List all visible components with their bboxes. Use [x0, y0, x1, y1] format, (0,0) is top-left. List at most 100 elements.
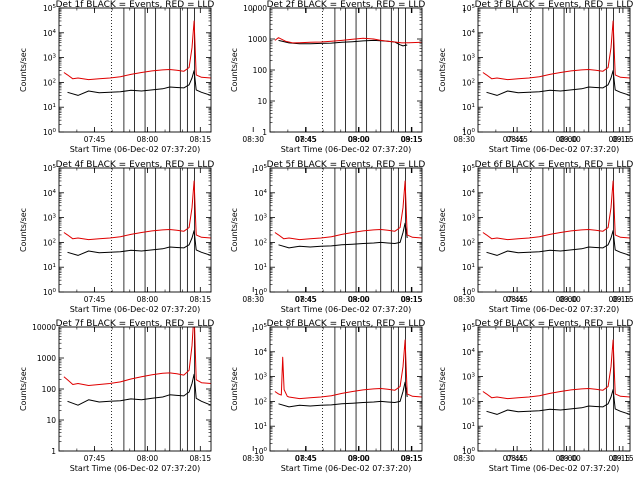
- y-tick-label: 105: [254, 323, 268, 332]
- x-tick-label: 08:30: [453, 135, 475, 144]
- y-tick-label: 101: [43, 263, 56, 272]
- y-tick-label: 10000: [243, 4, 267, 13]
- x-tick-label: 08:00: [137, 295, 159, 304]
- x-tick-label: 09:15: [401, 295, 423, 304]
- x-axis-label: Start Time (06-Dec-02 07:37:20): [489, 305, 620, 314]
- y-tick-label: 100: [253, 66, 268, 75]
- x-tick-label: 08:45: [295, 454, 317, 463]
- lld-series-line: [274, 180, 422, 241]
- plot-frame: [58, 167, 212, 293]
- x-tick-label: 08:45: [295, 135, 317, 144]
- y-tick-label: 104: [43, 189, 57, 198]
- y-tick-label: 10: [46, 416, 56, 425]
- y-tick-label: 103: [462, 54, 476, 63]
- y-axis-label: Counts/sec: [230, 48, 239, 92]
- y-tick-label: 103: [254, 373, 268, 382]
- chart-panel: Det 7f BLACK = Events, RED = LLD 1 10 100 10…: [19, 319, 423, 473]
- lld-series-line: [274, 37, 422, 44]
- y-tick-label: 105: [462, 323, 476, 332]
- y-tick-label: 104: [254, 348, 268, 357]
- x-tick-label: 08:00: [348, 454, 370, 463]
- y-tick-label: 101: [462, 422, 475, 431]
- x-tick-label: 09:00: [559, 454, 581, 463]
- y-axis-label: Counts/sec: [19, 48, 28, 92]
- x-tick-label: 07:45: [503, 454, 525, 463]
- chart-title: Det 6f BLACK = Events, RED = LLD: [475, 160, 634, 170]
- x-axis-label: Start Time (06-Dec-02 07:37:20): [281, 145, 412, 154]
- series-group: [482, 20, 630, 96]
- x-tick-label: 08:45: [506, 454, 528, 463]
- y-tick-label: 10000: [32, 323, 56, 332]
- x-tick-label: 07:45: [84, 454, 106, 463]
- x-tick-label: 08:15: [401, 135, 423, 144]
- series-group: [274, 339, 422, 408]
- chart-panel: Det 9f BLACK = Events, RED = LLD 100 101 10…: [438, 319, 633, 473]
- y-tick-label: 104: [254, 189, 268, 198]
- y-tick-label: 1000: [37, 354, 56, 363]
- x-tick-label: 09:15: [612, 135, 634, 144]
- series-group: [274, 180, 422, 249]
- y-tick-label: 103: [462, 373, 476, 382]
- events-series-line: [486, 230, 630, 256]
- y-tick-label: 105: [43, 164, 57, 173]
- y-axis-label: Counts/sec: [230, 367, 239, 411]
- lld-series-line: [482, 339, 630, 400]
- y-tick-label: 103: [462, 214, 476, 223]
- events-series-line: [67, 70, 211, 96]
- x-tick-label: 09:15: [401, 135, 423, 144]
- series-group: [482, 339, 630, 415]
- plot-frame: [269, 326, 423, 452]
- chart-title: Det 1f BLACK = Events, RED = LLD: [56, 0, 215, 10]
- x-tick-label: 09:00: [348, 454, 370, 463]
- chart-panel: Det 3f BLACK = Events, RED = LLD 100 101 10…: [438, 0, 634, 154]
- y-axis-label: Counts/sec: [19, 367, 28, 411]
- x-tick-label: 07:45: [503, 295, 525, 304]
- y-tick-label: 102: [43, 238, 56, 247]
- x-tick-label: 08:15: [401, 454, 423, 463]
- chart-title: Det 3f BLACK = Events, RED = LLD: [475, 0, 634, 10]
- x-tick-label: 08:00: [137, 135, 159, 144]
- y-tick-label: 100: [43, 128, 57, 137]
- y-tick-label: 105: [462, 164, 476, 173]
- y-tick-label: 100: [43, 288, 57, 297]
- x-axis-label: Start Time (06-Dec-02 07:37:20): [70, 145, 201, 154]
- x-axis-label: Start Time (06-Dec-02 07:37:20): [489, 464, 620, 473]
- x-tick-label: 08:00: [137, 454, 159, 463]
- x-tick-label: 07:45: [295, 454, 317, 463]
- x-tick-label: 08:15: [190, 454, 212, 463]
- y-axis-label: Counts/sec: [438, 48, 447, 92]
- x-tick-label: 08:15: [190, 135, 212, 144]
- x-tick-label: 08:30: [242, 295, 264, 304]
- y-tick-label: 100: [462, 447, 476, 456]
- x-tick-label: 08:30: [242, 135, 264, 144]
- x-tick-label: 08:15: [609, 135, 631, 144]
- y-tick-label: 101: [43, 103, 56, 112]
- x-tick-label: 07:45: [84, 135, 106, 144]
- x-tick-label: 09:00: [559, 295, 581, 304]
- x-tick-label: 08:00: [556, 135, 578, 144]
- y-tick-label: 104: [43, 29, 57, 38]
- y-tick-label: 104: [462, 189, 476, 198]
- series-group: [482, 180, 630, 256]
- x-axis-label: Start Time (06-Dec-02 07:37:20): [489, 145, 620, 154]
- x-axis-label: Start Time (06-Dec-02 07:37:20): [70, 464, 201, 473]
- y-tick-label: 1000: [248, 35, 267, 44]
- x-tick-label: 09:15: [612, 295, 634, 304]
- x-tick-label: 09:00: [348, 135, 370, 144]
- y-tick-label: 101: [462, 103, 475, 112]
- x-tick-label: 07:45: [503, 135, 525, 144]
- x-tick-label: 08:00: [348, 135, 370, 144]
- y-axis-label: Counts/sec: [19, 208, 28, 252]
- plot-frame: [58, 326, 212, 452]
- y-tick-label: 105: [43, 4, 57, 13]
- x-tick-label: 08:15: [401, 295, 423, 304]
- chart-panel: Det 5f BLACK = Events, RED = LLD 100 101 10…: [230, 160, 634, 314]
- chart-title: Det 5f BLACK = Events, RED = LLD: [267, 160, 426, 170]
- y-tick-label: 100: [254, 447, 268, 456]
- x-tick-label: 08:15: [609, 454, 631, 463]
- chart-title: Det 7f BLACK = Events, RED = LLD: [56, 319, 215, 329]
- y-tick-label: 100: [462, 128, 476, 137]
- y-tick-label: 104: [462, 348, 476, 357]
